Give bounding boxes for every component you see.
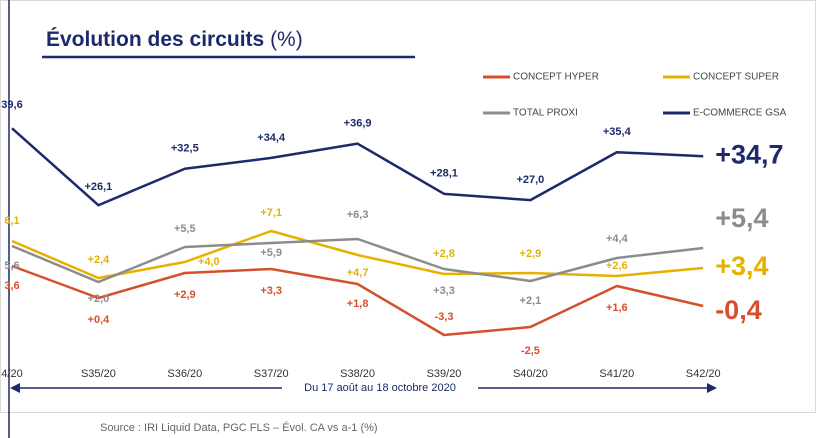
value-label: +2,9 <box>520 248 542 260</box>
title-unit: (%) <box>270 28 303 51</box>
x-tick-label: S40/20 <box>513 368 548 380</box>
series-line <box>11 237 704 284</box>
end-value-label: +3,4 <box>715 251 768 281</box>
x-tick-label: S42/20 <box>686 368 721 380</box>
value-label: +2,9 <box>174 289 196 301</box>
annotation: Du 17 août au 18 octobre 2020 <box>304 382 456 394</box>
value-label: +4,7 <box>347 267 369 279</box>
value-label: +35,4 <box>603 126 632 138</box>
series-line <box>11 229 704 280</box>
x-tick-label: 4/20 <box>1 368 22 380</box>
value-label: +2,1 <box>520 295 542 307</box>
chart-title: Évolution des circuits (%) <box>46 28 303 51</box>
x-tick-label: S38/20 <box>340 368 375 380</box>
value-label: +2,8 <box>433 248 455 260</box>
x-tick-label: S36/20 <box>167 368 202 380</box>
value-label: -3,3 <box>435 311 454 323</box>
value-label: +0,4 <box>88 314 111 326</box>
value-label: -2,5 <box>521 345 540 357</box>
value-label: +5,9 <box>260 247 282 259</box>
legend-label: E-COMMERCE GSA <box>693 108 787 119</box>
value-label: +3,3 <box>433 285 455 297</box>
legend-label: TOTAL PROXI <box>513 108 578 119</box>
series-line <box>11 127 704 207</box>
value-label: +6,3 <box>347 209 369 221</box>
value-label: +36,9 <box>344 118 372 130</box>
value-label: 3,6 <box>4 280 19 292</box>
value-label: 6,1 <box>4 215 19 227</box>
value-label: 5,6 <box>4 260 19 272</box>
value-label: +34,4 <box>257 132 286 144</box>
value-label: +1,8 <box>347 298 369 310</box>
value-label: 39,6 <box>1 99 22 111</box>
x-tick-label: S41/20 <box>599 368 634 380</box>
title-main: Évolution des circuits <box>46 28 264 51</box>
legend-label: CONCEPT SUPER <box>693 72 779 83</box>
frame <box>0 0 816 413</box>
x-tick-label: S39/20 <box>427 368 462 380</box>
value-label: +2,4 <box>88 254 111 266</box>
value-label: +26,1 <box>84 181 112 193</box>
end-value-label: -0,4 <box>715 295 762 325</box>
value-label: +2,0 <box>88 293 110 305</box>
series-line <box>11 264 704 337</box>
value-label: +28,1 <box>430 168 458 180</box>
value-label: +3,3 <box>260 285 282 297</box>
end-value-label: +34,7 <box>715 139 783 169</box>
x-tick-label: S37/20 <box>254 368 289 380</box>
value-label: +5,5 <box>174 223 196 235</box>
x-tick-label: S35/20 <box>81 368 116 380</box>
legend-label: CONCEPT HYPER <box>513 72 599 83</box>
value-label: +4,4 <box>606 233 629 245</box>
value-label: +2,6 <box>606 260 628 272</box>
value-label: +32,5 <box>171 143 199 155</box>
value-label: +7,1 <box>260 207 282 219</box>
value-label: +4,0 <box>198 256 220 268</box>
end-value-label: +5,4 <box>715 203 768 233</box>
value-label: +1,6 <box>606 302 628 314</box>
value-label: +27,0 <box>516 174 544 186</box>
source: Source : IRI Liquid Data, PGC FLS – Évol… <box>100 421 378 434</box>
annotation-bg <box>282 380 478 396</box>
